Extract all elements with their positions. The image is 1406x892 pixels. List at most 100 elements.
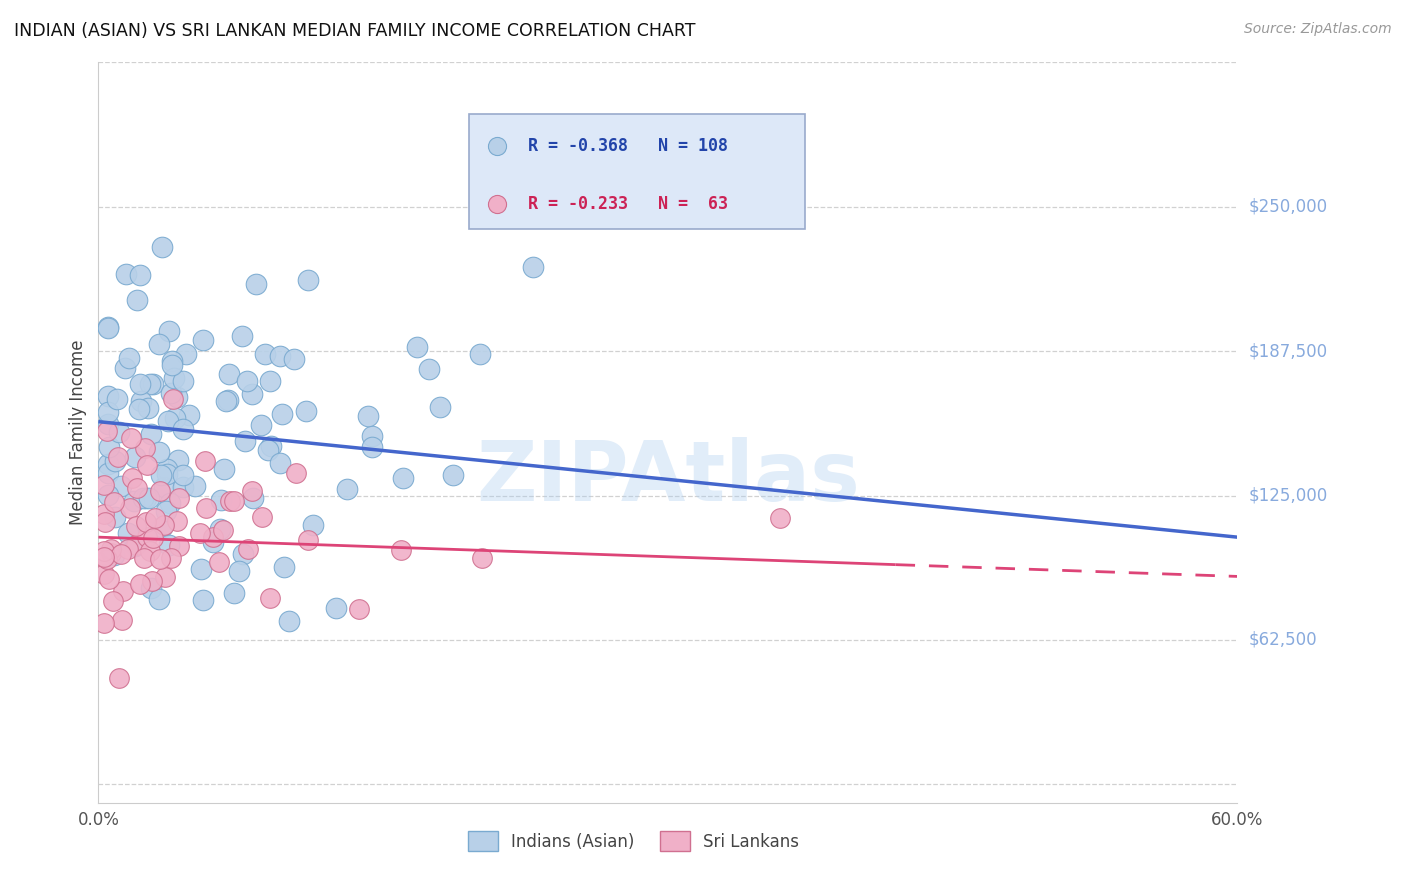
Point xyxy=(211,524,233,538)
Point xyxy=(769,511,792,525)
Point xyxy=(269,349,291,363)
Point xyxy=(148,445,170,459)
Point xyxy=(120,431,142,445)
Point xyxy=(155,569,177,583)
Point xyxy=(142,377,165,392)
Point xyxy=(136,401,159,416)
Point xyxy=(392,471,415,485)
Text: Source: ZipAtlas.com: Source: ZipAtlas.com xyxy=(1244,22,1392,37)
Point xyxy=(429,400,451,414)
Point xyxy=(242,491,264,506)
Point xyxy=(357,409,380,424)
Point xyxy=(194,454,217,468)
Point xyxy=(153,480,176,494)
Point xyxy=(108,425,131,439)
Point xyxy=(114,361,136,376)
Point xyxy=(124,519,146,533)
Point xyxy=(132,491,155,505)
Point xyxy=(105,392,128,407)
Point xyxy=(128,401,150,416)
Point xyxy=(135,516,157,530)
Point xyxy=(129,268,152,283)
Point xyxy=(240,386,263,401)
Point xyxy=(139,544,162,558)
Point xyxy=(135,491,157,505)
Point xyxy=(224,494,246,508)
Point xyxy=(125,538,148,552)
Point xyxy=(236,542,259,557)
Text: R = -0.233   N =  63: R = -0.233 N = 63 xyxy=(527,194,728,213)
Point xyxy=(250,418,273,433)
Point xyxy=(336,482,359,496)
Point xyxy=(141,426,163,441)
Point xyxy=(297,273,319,287)
Point xyxy=(156,462,179,476)
Point xyxy=(259,591,281,606)
Point xyxy=(190,561,212,575)
Point xyxy=(273,560,295,574)
Point xyxy=(97,320,120,334)
Point xyxy=(134,442,156,456)
Point xyxy=(93,549,115,564)
Point xyxy=(232,547,254,561)
FancyBboxPatch shape xyxy=(468,114,804,229)
Point xyxy=(209,522,232,536)
Point xyxy=(228,564,250,578)
Point xyxy=(110,479,132,493)
Point xyxy=(406,340,429,354)
Point xyxy=(222,586,245,600)
Point xyxy=(150,519,173,533)
Point xyxy=(157,324,180,338)
Point xyxy=(124,539,146,553)
Point xyxy=(522,260,544,275)
Point xyxy=(360,441,382,455)
Point xyxy=(157,538,180,552)
Point xyxy=(165,411,187,425)
Point xyxy=(96,551,118,566)
Point xyxy=(208,555,231,569)
Point xyxy=(150,240,173,254)
Point xyxy=(257,443,280,458)
Point xyxy=(117,525,139,540)
Point xyxy=(172,422,194,436)
Point xyxy=(471,550,494,565)
Point xyxy=(98,441,121,455)
Point xyxy=(97,466,120,480)
Point xyxy=(201,535,224,549)
Point xyxy=(157,414,180,428)
Point xyxy=(97,389,120,403)
Point xyxy=(245,277,267,292)
Point xyxy=(284,466,307,480)
Point xyxy=(93,515,115,529)
Point xyxy=(176,347,198,361)
Point xyxy=(138,491,160,505)
Point xyxy=(139,377,162,392)
Point xyxy=(233,434,256,449)
Point xyxy=(125,482,148,496)
Point xyxy=(112,584,135,599)
Point xyxy=(160,358,183,372)
Point xyxy=(93,566,115,581)
Point xyxy=(254,347,277,361)
Point xyxy=(159,496,181,510)
Point xyxy=(93,508,115,522)
Point xyxy=(104,510,127,524)
Point xyxy=(191,333,214,347)
Point xyxy=(201,530,224,544)
Point xyxy=(97,405,120,419)
Point xyxy=(148,337,170,351)
Point xyxy=(135,458,157,472)
Point xyxy=(103,593,125,607)
Point xyxy=(129,576,152,591)
Point xyxy=(297,533,319,547)
Point xyxy=(149,552,172,566)
Point xyxy=(752,777,775,791)
Point xyxy=(236,374,259,388)
Point xyxy=(111,613,134,627)
Point xyxy=(184,478,207,492)
Point xyxy=(120,500,142,515)
Legend: Indians (Asian), Sri Lankans: Indians (Asian), Sri Lankans xyxy=(461,825,806,857)
Point xyxy=(155,504,177,518)
Point xyxy=(166,514,188,528)
Point xyxy=(104,454,127,468)
